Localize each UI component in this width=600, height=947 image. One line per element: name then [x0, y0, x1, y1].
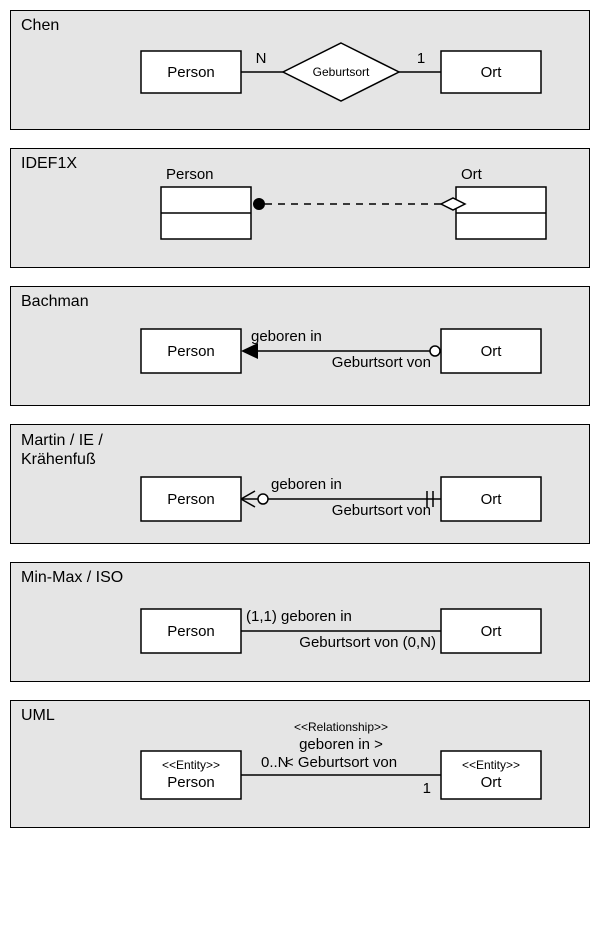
rel-stereotype: <<Relationship>> [294, 720, 388, 734]
entity-ort-label: Ort [481, 623, 503, 640]
panel-idef1x: IDEF1X Person Ort [10, 148, 590, 268]
label-top: geboren in > [299, 736, 383, 753]
diagram-idef1x: Person Ort [11, 149, 589, 267]
entity-person-label: Person [167, 623, 215, 640]
cardinality-1: 1 [417, 50, 425, 67]
cardinality-left: 0..N [261, 754, 289, 771]
label-bottom: Geburtsort von [332, 354, 431, 371]
diagram-uml: <<Entity>> Person <<Entity>> Ort <<Relat… [11, 701, 589, 827]
entity-person-label: Person [167, 491, 215, 508]
entity-ort-label: Ort [481, 491, 503, 508]
panel-title: Bachman [21, 293, 89, 311]
label-top: (1,1) geboren in [246, 608, 352, 625]
entity-person-label: Person [166, 166, 214, 183]
panel-title: Min-Max / ISO [21, 569, 123, 587]
panel-minmax: Min-Max / ISO Person Ort (1,1) geboren i… [10, 562, 590, 682]
panel-title: Chen [21, 17, 59, 35]
stereotype-left: <<Entity>> [162, 758, 220, 772]
cardinality-right: 1 [423, 780, 431, 797]
label-bottom: Geburtsort von [332, 502, 431, 519]
entity-ort-label: Ort [481, 774, 503, 791]
panel-martin: Martin / IE /Krähenfuß Person Ort gebore… [10, 424, 590, 544]
panel-bachman: Bachman Person Ort geboren in Geburtsort… [10, 286, 590, 406]
label-bottom: < Geburtsort von [285, 754, 397, 771]
panel-title: UML [21, 707, 55, 725]
solid-arrow-icon [241, 343, 258, 359]
label-top: geboren in [271, 476, 342, 493]
panel-chen: Chen Person Ort Geburtsort N 1 [10, 10, 590, 130]
panel-uml: UML <<Entity>> Person <<Entity>> Ort <<R… [10, 700, 590, 828]
label-bottom: Geburtsort von (0,N) [299, 634, 436, 651]
zero-circle-icon [258, 494, 268, 504]
open-circle-icon [430, 346, 440, 356]
entity-person-label: Person [167, 343, 215, 360]
cardinality-n: N [256, 50, 267, 67]
diagram-chen: Person Ort Geburtsort N 1 [11, 11, 589, 129]
entity-ort-label: Ort [461, 166, 483, 183]
entity-person-label: Person [167, 774, 215, 791]
panel-title: Martin / IE /Krähenfuß [21, 431, 103, 469]
label-top: geboren in [251, 328, 322, 345]
stereotype-right: <<Entity>> [462, 758, 520, 772]
diagram-bachman: Person Ort geboren in Geburtsort von [11, 287, 589, 405]
panel-title: IDEF1X [21, 155, 77, 173]
entity-person-label: Person [167, 64, 215, 81]
entity-ort-label: Ort [481, 64, 503, 81]
entity-ort-label: Ort [481, 343, 503, 360]
solid-dot-icon [253, 198, 265, 210]
relationship-label: Geburtsort [313, 65, 370, 79]
